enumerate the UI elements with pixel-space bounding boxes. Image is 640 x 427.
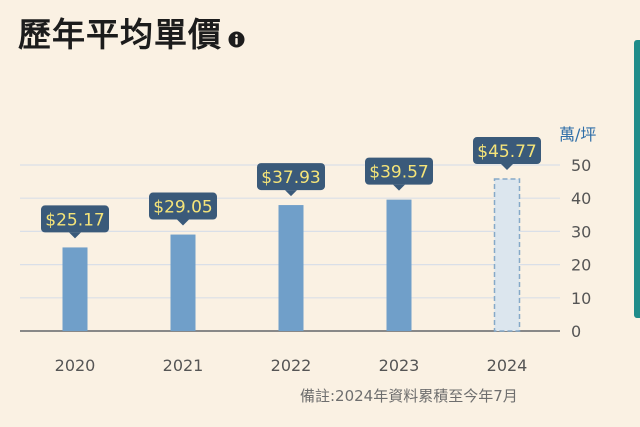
- footnote: 備註:2024年資料累積至今年7月: [300, 387, 518, 405]
- bar: [386, 199, 412, 331]
- value-label: $37.93: [261, 168, 320, 188]
- y-tick-label: 30: [571, 222, 591, 241]
- bar: [278, 205, 304, 331]
- y-tick-label: 10: [571, 289, 591, 308]
- value-label: $39.57: [369, 163, 428, 183]
- value-label: $45.77: [477, 142, 536, 162]
- x-tick-label: 2022: [271, 356, 312, 375]
- value-label: $25.17: [45, 210, 104, 230]
- y-tick-label: 40: [571, 189, 591, 208]
- x-tick-label: 2023: [379, 356, 420, 375]
- bar: [170, 234, 196, 331]
- value-label-pointer: [393, 184, 405, 191]
- bar-projected: [493, 178, 521, 332]
- y-axis-unit-label: 萬/坪: [559, 125, 597, 144]
- value-label-pointer: [285, 190, 297, 197]
- value-label-pointer: [501, 164, 513, 171]
- value-label-pointer: [177, 219, 189, 226]
- x-tick-label: 2021: [163, 356, 204, 375]
- scrollbar-indicator[interactable]: [634, 40, 640, 318]
- x-tick-label: 2020: [55, 356, 96, 375]
- value-label-box: [41, 205, 109, 233]
- y-tick-label: 0: [571, 322, 581, 341]
- info-icon[interactable]: [228, 31, 245, 48]
- y-tick-label: 20: [571, 256, 591, 275]
- value-label-box: [365, 157, 433, 185]
- value-label-box: [257, 163, 325, 191]
- value-label: $29.05: [153, 198, 212, 218]
- chart-header: 歷年平均單價: [18, 18, 245, 51]
- value-label-box: [473, 137, 541, 165]
- y-tick-label: 50: [571, 156, 591, 175]
- x-tick-label: 2024: [487, 356, 528, 375]
- chart-title: 歷年平均單價: [18, 15, 222, 54]
- value-label-pointer: [69, 232, 81, 239]
- value-label-box: [149, 192, 217, 220]
- bar: [62, 247, 88, 331]
